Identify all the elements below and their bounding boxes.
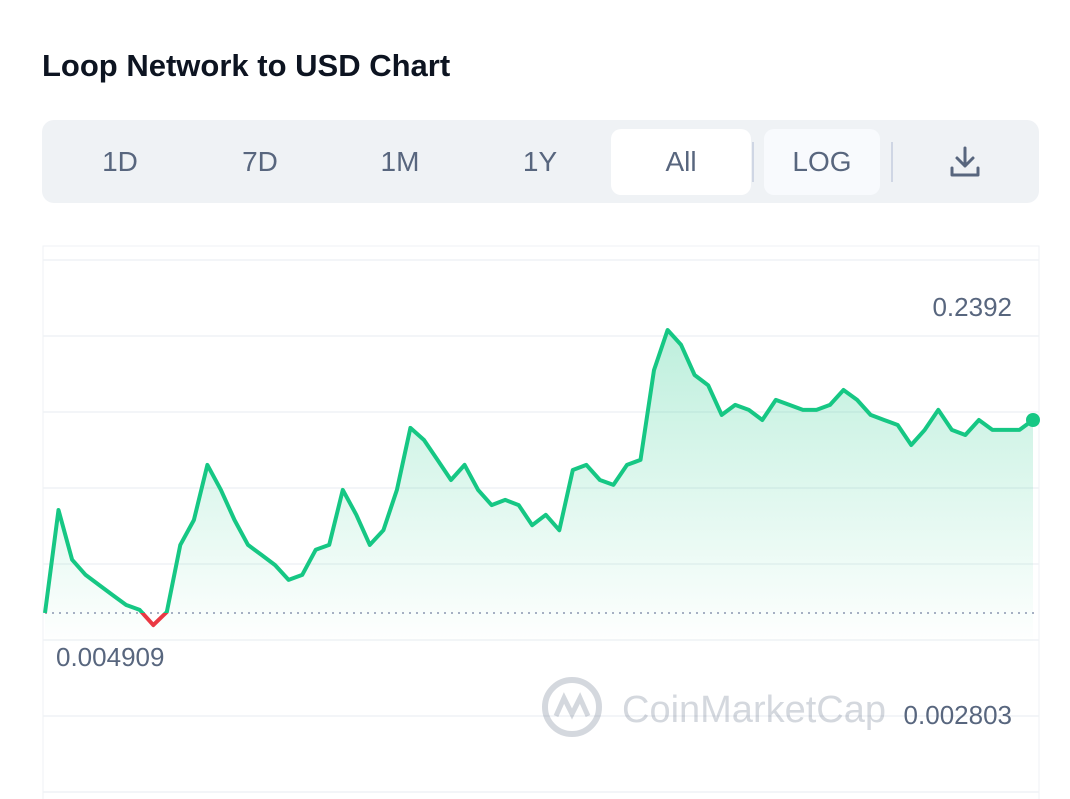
price-area: [45, 330, 1033, 645]
toolbar: 1D 7D 1M 1Y All LOG: [42, 120, 1039, 203]
range-button[interactable]: 1Y: [522, 146, 558, 177]
range-button[interactable]: 7D: [242, 146, 278, 177]
chart-frame: [42, 245, 1040, 799]
separator: [752, 142, 754, 182]
last-point: [1026, 413, 1040, 428]
log-toggle[interactable]: LOG: [764, 129, 880, 195]
price-line: [43, 328, 1035, 628]
chart-title: Loop Network to USD Chart: [42, 48, 451, 83]
start-label: 0.004909: [56, 642, 164, 672]
min-label: 0.002803: [904, 700, 1012, 730]
range-button[interactable]: All: [611, 129, 751, 195]
separator: [891, 142, 893, 182]
max-label: 0.2392: [932, 292, 1012, 322]
watermark: CoinMarketCap: [622, 689, 886, 731]
download-button[interactable]: [947, 144, 983, 180]
range-button[interactable]: 1D: [102, 146, 138, 177]
watermark-logo: [542, 677, 602, 737]
range-button[interactable]: 1M: [380, 146, 420, 177]
